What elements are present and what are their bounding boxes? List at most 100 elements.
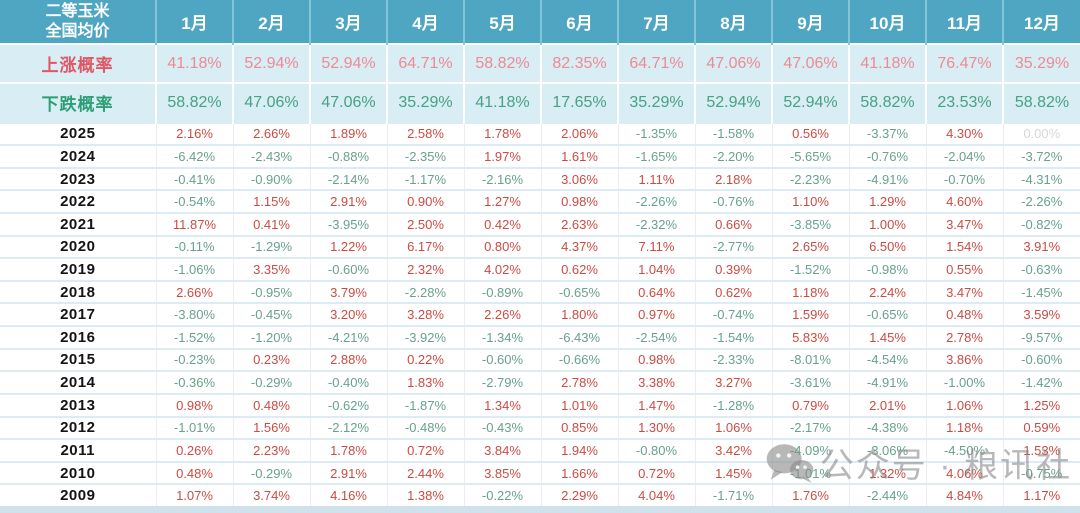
- value-2016-m12: -9.57%: [1002, 325, 1080, 349]
- value-2018-m3: 3.79%: [309, 279, 387, 304]
- value-2023-m3: -2.14%: [309, 166, 387, 191]
- rise-probability-m4: 64.71%: [386, 42, 464, 84]
- fall-probability-m5: 41.18%: [463, 82, 541, 123]
- year-row-2016: 2016 -1.52% -1.20% -4.21% -3.92% -1.34% -6.43%…: [0, 325, 1080, 349]
- value-2009-m4: 1.38%: [386, 483, 464, 506]
- value-2011-m2: 2.23%: [232, 438, 310, 462]
- month-header-5: 5月: [463, 0, 541, 44]
- month-header-1: 1月: [155, 0, 233, 44]
- value-2012-m1: -1.01%: [155, 415, 233, 440]
- value-2011-m6: 1.94%: [540, 438, 618, 462]
- value-2012-m11: 1.18%: [925, 415, 1003, 440]
- year-row-2025: 2025 2.16% 2.66% 1.89% 2.58% 1.78% 2.06% -1.35%…: [0, 121, 1080, 146]
- value-2009-m5: -0.22%: [463, 483, 541, 506]
- fall-probability-m2: 47.06%: [232, 82, 310, 123]
- value-2010-m4: 2.44%: [386, 460, 464, 485]
- value-2015-m9: -8.01%: [771, 347, 849, 372]
- year-label-2015: 2015: [0, 347, 156, 372]
- value-2018-m10: 2.24%: [848, 279, 926, 304]
- year-label-2009: 2009: [0, 483, 156, 506]
- value-2013-m8: -1.28%: [694, 392, 772, 417]
- value-2014-m4: 1.83%: [386, 370, 464, 394]
- value-2022-m11: 4.60%: [925, 189, 1003, 214]
- value-2012-m8: 1.06%: [694, 415, 772, 440]
- value-2025-m7: -1.35%: [617, 121, 695, 146]
- month-header-2: 2月: [232, 0, 310, 44]
- value-2023-m4: -1.17%: [386, 166, 464, 191]
- value-2013-m12: 1.25%: [1002, 392, 1080, 417]
- value-2014-m1: -0.36%: [155, 370, 233, 394]
- value-2019-m12: -0.63%: [1002, 257, 1080, 281]
- value-2012-m6: 0.85%: [540, 415, 618, 440]
- year-label-2012: 2012: [0, 415, 156, 440]
- value-2023-m8: 2.18%: [694, 166, 772, 191]
- fall-probability-label: 下跌概率: [0, 82, 156, 123]
- value-2009-m10: -2.44%: [848, 483, 926, 506]
- value-2013-m2: 0.48%: [232, 392, 310, 417]
- value-2012-m4: -0.48%: [386, 415, 464, 440]
- value-2014-m3: -0.40%: [309, 370, 387, 394]
- rise-probability-label: 上涨概率: [0, 42, 156, 84]
- value-2012-m12: 0.59%: [1002, 415, 1080, 440]
- value-2015-m8: -2.33%: [694, 347, 772, 372]
- year-label-2023: 2023: [0, 166, 156, 191]
- value-2023-m5: -2.16%: [463, 166, 541, 191]
- value-2015-m1: -0.23%: [155, 347, 233, 372]
- value-2010-m3: 2.91%: [309, 460, 387, 485]
- value-2021-m2: 0.41%: [232, 212, 310, 236]
- value-2022-m12: -2.26%: [1002, 189, 1080, 214]
- value-2009-m9: 1.76%: [771, 483, 849, 506]
- value-2018-m5: -0.89%: [463, 279, 541, 304]
- value-2019-m2: 3.35%: [232, 257, 310, 281]
- value-2013-m1: 0.98%: [155, 392, 233, 417]
- value-2020-m1: -0.11%: [155, 234, 233, 259]
- value-2024-m2: -2.43%: [232, 144, 310, 168]
- value-2017-m5: 2.26%: [463, 302, 541, 327]
- value-2024-m12: -3.72%: [1002, 144, 1080, 168]
- fall-probability-m7: 35.29%: [617, 82, 695, 123]
- value-2014-m8: 3.27%: [694, 370, 772, 394]
- value-2012-m7: 1.30%: [617, 415, 695, 440]
- value-2010-m9: -1.01%: [771, 460, 849, 485]
- value-2017-m9: 1.59%: [771, 302, 849, 327]
- month-header-7: 7月: [617, 0, 695, 44]
- value-2018-m6: -0.65%: [540, 279, 618, 304]
- value-2013-m6: 1.01%: [540, 392, 618, 417]
- value-2014-m5: -2.79%: [463, 370, 541, 394]
- rise-probability-m10: 41.18%: [848, 42, 926, 84]
- value-2020-m4: 6.17%: [386, 234, 464, 259]
- value-2014-m9: -3.61%: [771, 370, 849, 394]
- year-label-2010: 2010: [0, 460, 156, 485]
- value-2013-m11: 1.06%: [925, 392, 1003, 417]
- value-2025-m1: 2.16%: [155, 121, 233, 146]
- value-2021-m9: -3.85%: [771, 212, 849, 236]
- value-2019-m8: 0.39%: [694, 257, 772, 281]
- month-header-8: 8月: [694, 0, 772, 44]
- value-2020-m11: 1.54%: [925, 234, 1003, 259]
- value-2024-m9: -5.65%: [771, 144, 849, 168]
- value-2016-m7: -2.54%: [617, 325, 695, 349]
- value-2022-m3: 2.91%: [309, 189, 387, 214]
- value-2015-m6: -0.66%: [540, 347, 618, 372]
- month-header-6: 6月: [540, 0, 618, 44]
- value-2016-m5: -1.34%: [463, 325, 541, 349]
- value-2022-m1: -0.54%: [155, 189, 233, 214]
- value-2014-m7: 3.38%: [617, 370, 695, 394]
- year-label-2025: 2025: [0, 121, 156, 146]
- value-2021-m3: -3.95%: [309, 212, 387, 236]
- value-2018-m4: -2.28%: [386, 279, 464, 304]
- value-2020-m10: 6.50%: [848, 234, 926, 259]
- value-2022-m8: -0.76%: [694, 189, 772, 214]
- rise-probability-m7: 64.71%: [617, 42, 695, 84]
- year-label-2021: 2021: [0, 212, 156, 236]
- year-label-2024: 2024: [0, 144, 156, 168]
- value-2010-m8: 1.45%: [694, 460, 772, 485]
- year-row-2017: 2017 -3.80% -0.45% 3.20% 3.28% 2.26% 1.80% 0.97…: [0, 302, 1080, 327]
- year-label-2014: 2014: [0, 370, 156, 394]
- value-2011-m12: 1.53%: [1002, 438, 1080, 462]
- value-2019-m6: 0.62%: [540, 257, 618, 281]
- value-2012-m10: -4.38%: [848, 415, 926, 440]
- rise-probability-m1: 41.18%: [155, 42, 233, 84]
- value-2020-m12: 3.91%: [1002, 234, 1080, 259]
- rise-probability-m5: 58.82%: [463, 42, 541, 84]
